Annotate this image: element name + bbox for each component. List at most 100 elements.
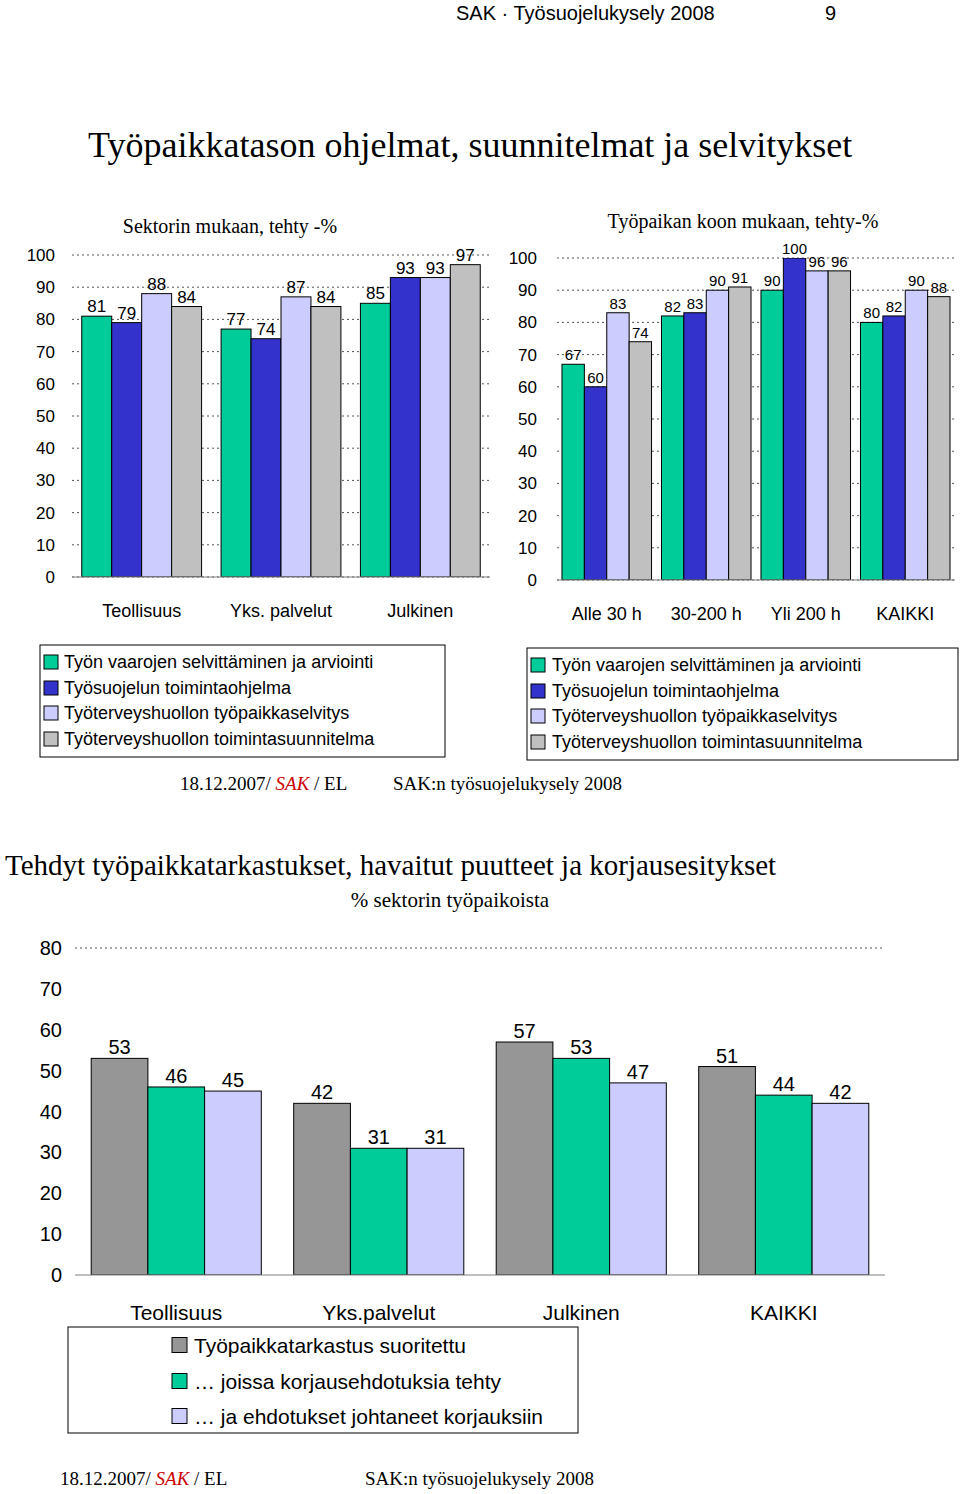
legend-label: Työpaikkatarkastus suoritettu (194, 1334, 466, 1357)
tick-label: 0 (51, 1264, 62, 1286)
data-label: 93 (396, 259, 415, 278)
legend-label: … ja ehdotukset johtaneet korjauksiin (194, 1405, 543, 1428)
data-label: 79 (117, 304, 136, 323)
data-label: 88 (930, 279, 947, 296)
bar (112, 323, 142, 577)
tick-label: 50 (36, 407, 55, 426)
header-title: SAK · Työsuojelukysely 2008 (456, 2, 715, 24)
category-label: Teollisuus (102, 601, 181, 621)
data-label: 82 (664, 298, 681, 315)
data-label: 46 (165, 1065, 187, 1087)
tick-mark (70, 988, 75, 989)
legend-box (527, 648, 958, 760)
data-labels: 817988847774878485939397 (87, 246, 474, 339)
data-label: 90 (908, 272, 925, 289)
data-label: 84 (177, 288, 196, 307)
data-label: 44 (773, 1073, 795, 1095)
chart: Työpaikan koon mukaan, tehty-%0102030405… (509, 210, 958, 760)
bar (699, 1067, 756, 1275)
footer-org: SAK (156, 1468, 191, 1489)
chart: Tehdyt työpaikkatarkastukset, havaitut p… (5, 849, 885, 1433)
data-label: 96 (809, 253, 826, 270)
data-label: 97 (456, 246, 475, 265)
bar (450, 265, 480, 577)
legend-label: … joissa korjausehdotuksia tehty (194, 1370, 501, 1393)
data-label: 87 (287, 278, 306, 297)
grid-line (72, 255, 490, 256)
tick-label: 0 (528, 571, 537, 590)
bar (661, 316, 683, 580)
bar (311, 307, 341, 577)
tick-label: 30 (518, 474, 537, 493)
tick-label: 40 (40, 1101, 62, 1123)
tick-label: 80 (518, 313, 537, 332)
page-number: 9 (825, 2, 836, 24)
category-label: 30-200 h (671, 604, 742, 624)
slide-title: Työpaikkatason ohjelmat, suunnitelmat ja… (88, 125, 852, 165)
legend-swatch (172, 1409, 187, 1424)
data-label: 91 (731, 269, 748, 286)
bar (783, 258, 805, 580)
legend-swatch (531, 709, 545, 723)
category-label: Julkinen (387, 601, 453, 621)
bar (294, 1103, 351, 1275)
bar (553, 1058, 610, 1275)
data-label: 31 (424, 1126, 446, 1148)
bar (706, 290, 728, 580)
data-labels: 534645423131575347514442 (108, 1020, 851, 1148)
data-label: 42 (829, 1081, 851, 1103)
bar (806, 271, 828, 580)
legend-label: Työsuojelun toimintaohjelma (552, 681, 780, 701)
legend: Työpaikkatarkastus suoritettu … joissa ko… (68, 1327, 578, 1433)
data-label: 74 (257, 320, 276, 339)
legend-swatch (531, 735, 545, 749)
tick-label: 20 (36, 504, 55, 523)
bar (350, 1148, 407, 1275)
tick-mark (70, 948, 75, 949)
bar (729, 287, 751, 580)
bar (629, 342, 651, 580)
legend-label: Työterveyshuollon toimintasuunnitelma (552, 732, 863, 752)
data-label: 84 (316, 288, 335, 307)
chart-subtitle: % sektorin työpaikoista (351, 888, 550, 912)
data-label: 80 (863, 304, 880, 321)
legend-label: Työterveyshuollon toimintasuunnitelma (64, 729, 375, 749)
legend-swatch (172, 1374, 187, 1389)
footer-survey: SAK:n työsuojelukysely 2008 (393, 773, 622, 794)
legend-swatch (44, 706, 58, 720)
baseline (557, 580, 955, 581)
data-label: 74 (632, 324, 649, 341)
footer-org: SAK (276, 773, 311, 794)
footer-author: / EL (309, 773, 347, 794)
bar (142, 294, 172, 577)
tick-label: 60 (40, 1019, 62, 1041)
tick-label: 100 (27, 246, 55, 265)
legend: Työn vaarojen selvittäminen ja arviointi… (40, 645, 445, 757)
chart: Sektorin mukaan, tehty -%010203040506070… (27, 215, 490, 757)
bar (905, 290, 927, 580)
bar (91, 1058, 148, 1275)
bar (82, 316, 112, 577)
tick-label: 60 (518, 378, 537, 397)
data-label: 83 (610, 295, 627, 312)
legend-swatch (172, 1338, 187, 1353)
legend-swatch (531, 684, 545, 698)
tick-label: 10 (518, 539, 537, 558)
tick-label: 10 (40, 1223, 62, 1245)
legend-label: Työn vaarojen selvittäminen ja arviointi (552, 655, 861, 675)
bars (82, 265, 480, 577)
bars (91, 1042, 869, 1275)
legend-label: Työterveyshuollon työpaikkaselvitys (64, 703, 349, 723)
category-label: Yli 200 h (771, 604, 841, 624)
grid-line (557, 290, 955, 291)
tick-label: 40 (518, 442, 537, 461)
chart-title: Työpaikan koon mukaan, tehty-% (608, 210, 879, 233)
tick-label: 60 (36, 375, 55, 394)
data-label: 81 (87, 297, 106, 316)
grid-line (557, 580, 955, 581)
bar (684, 313, 706, 580)
category-label: Alle 30 h (572, 604, 642, 624)
tick-label: 20 (40, 1182, 62, 1204)
bar (610, 1083, 667, 1275)
tick-label: 50 (518, 410, 537, 429)
